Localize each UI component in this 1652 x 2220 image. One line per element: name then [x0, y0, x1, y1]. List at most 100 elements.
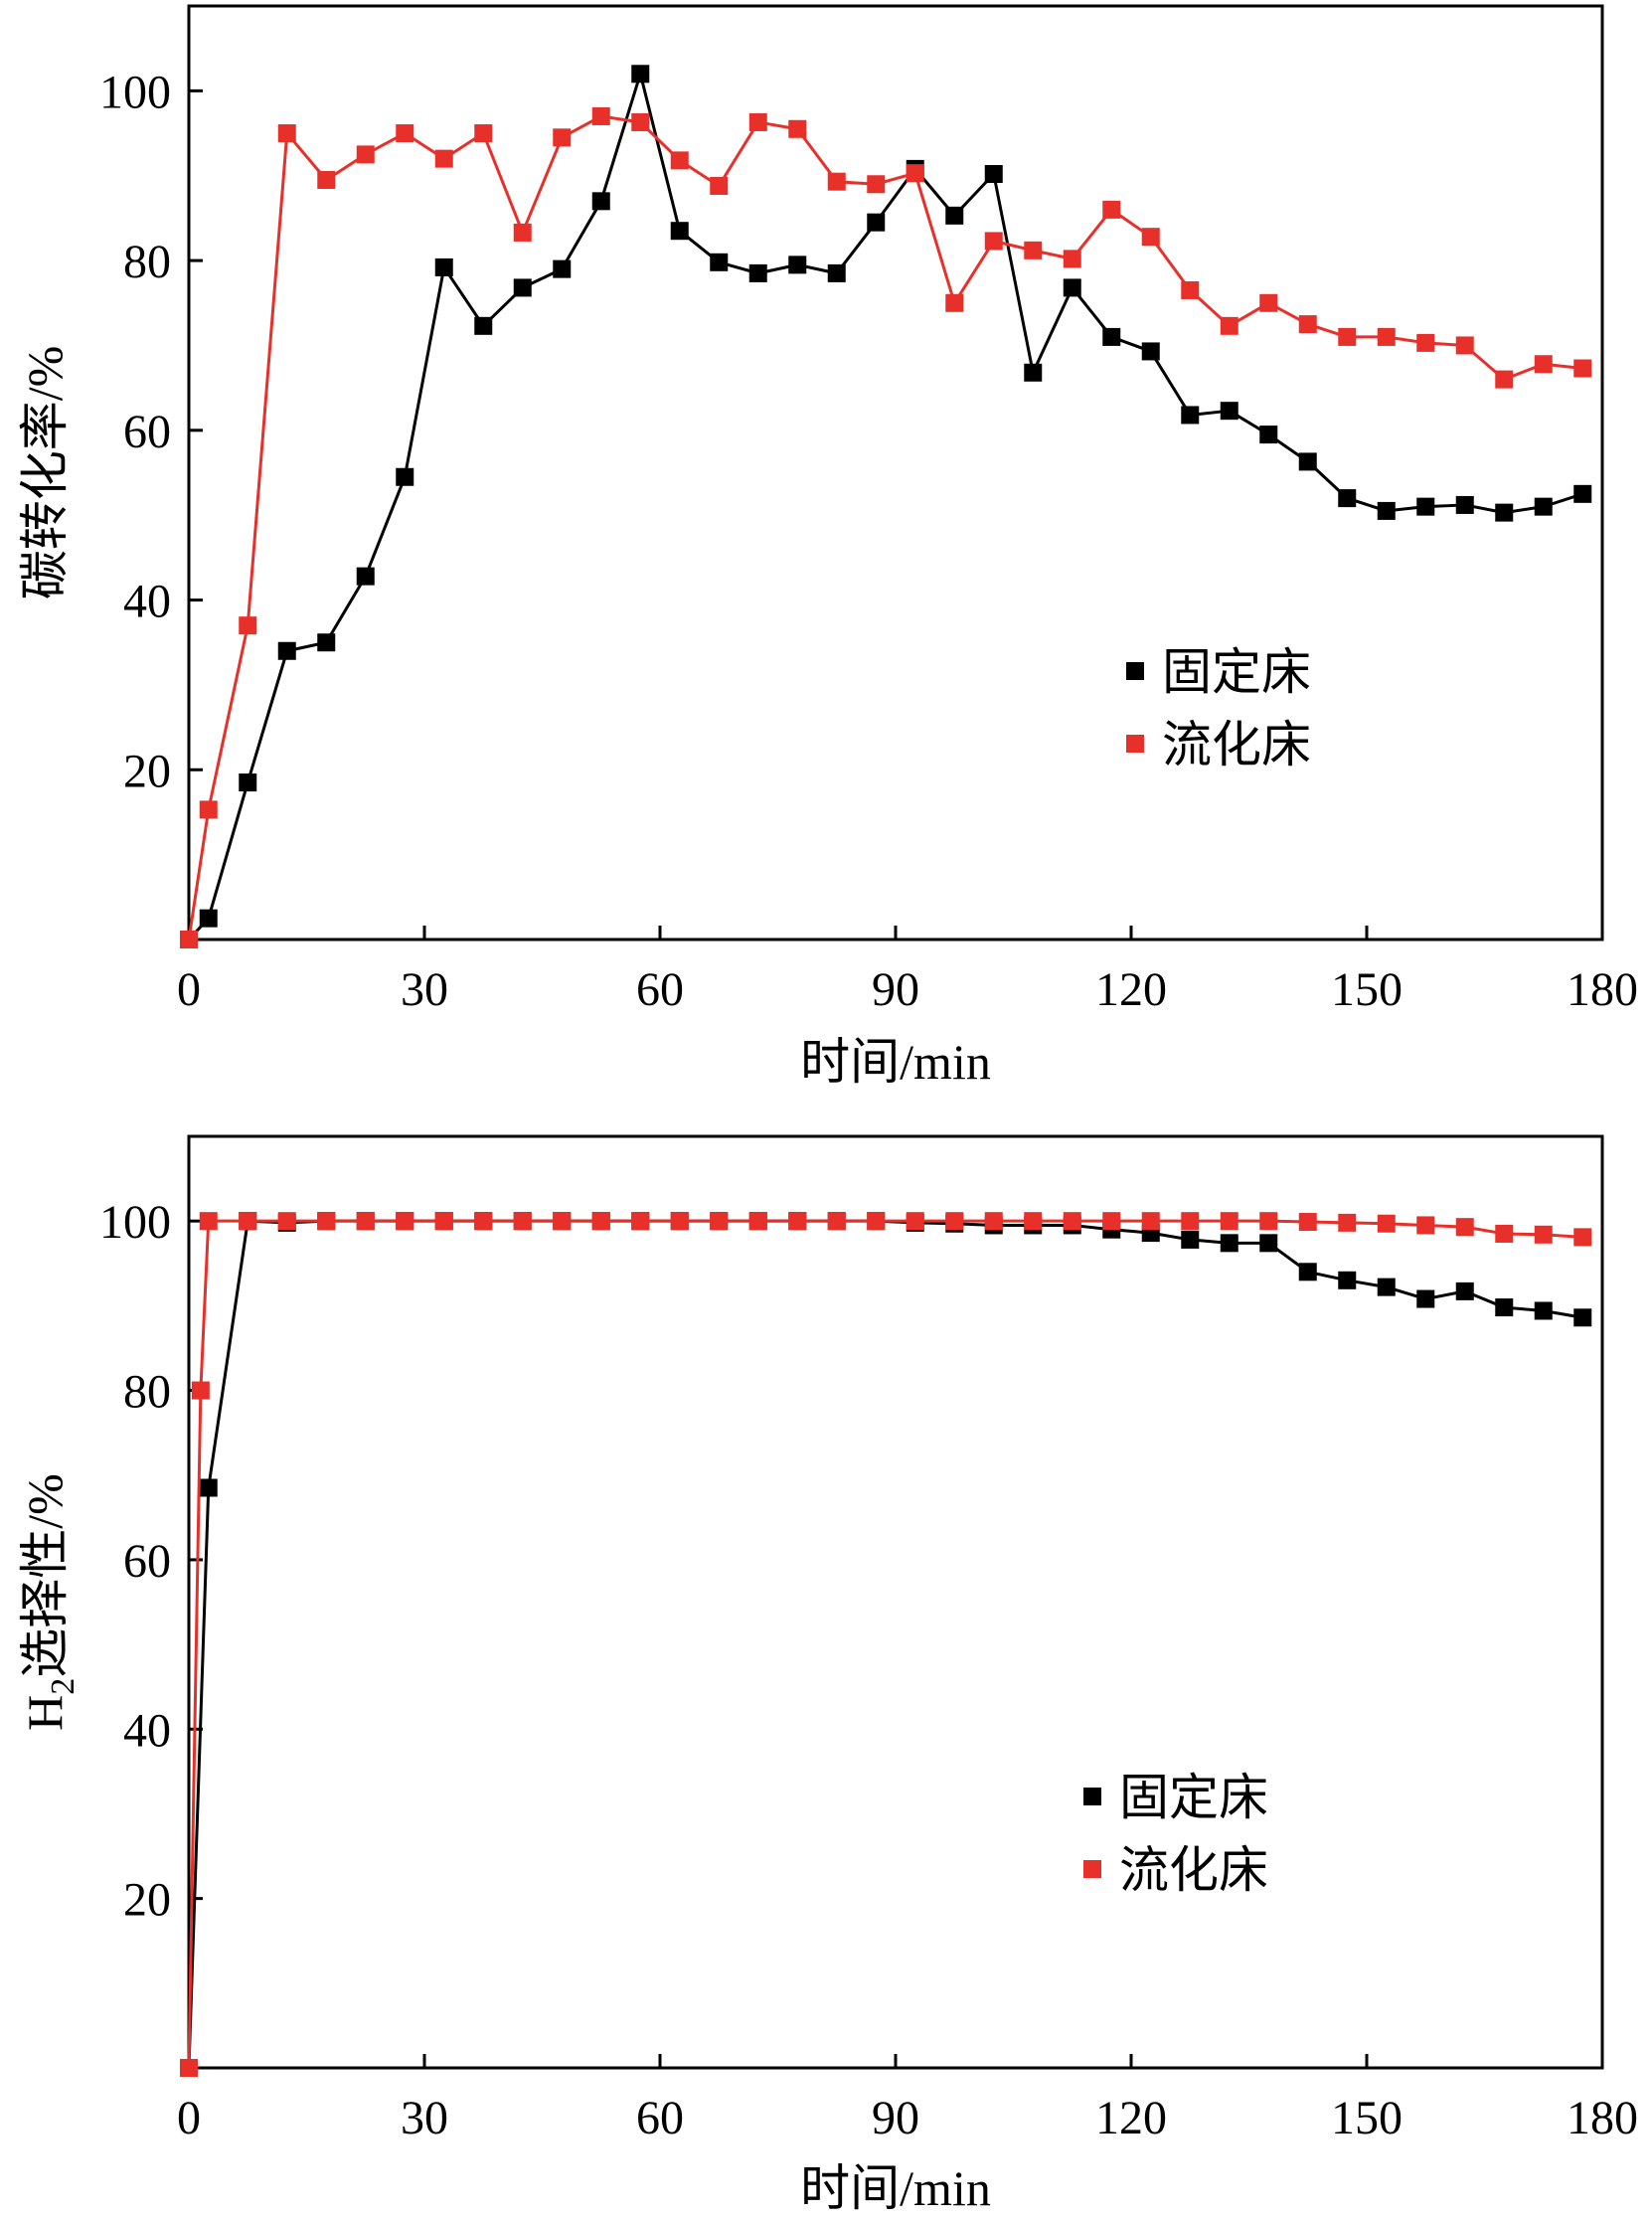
data-point [631, 65, 650, 84]
data-point [1495, 370, 1514, 389]
data-point [867, 213, 886, 232]
x-tick-label: 150 [1331, 963, 1403, 1016]
legend-marker [1126, 735, 1144, 753]
data-point [1573, 1228, 1592, 1247]
data-point [199, 1478, 218, 1497]
x-tick-label: 180 [1567, 2092, 1638, 2144]
series-fluidized-bed [180, 1212, 1592, 2077]
legend-label: 固定床 [1119, 1770, 1268, 1825]
data-point [1298, 315, 1317, 334]
data-point [1181, 1212, 1200, 1231]
y-axis-title-main: H [17, 1695, 73, 1731]
data-point [434, 1212, 453, 1231]
data-point [748, 112, 767, 131]
data-point [984, 1212, 1003, 1231]
data-point [1495, 1224, 1514, 1243]
data-point [199, 800, 218, 819]
data-point [1573, 484, 1592, 503]
x-tick-label: 150 [1331, 2092, 1403, 2144]
data-point [1534, 355, 1553, 374]
y-tick-label: 60 [123, 406, 171, 458]
x-axis-title: 时间/min [800, 2160, 991, 2216]
data-point [1534, 1301, 1553, 1320]
data-point [827, 263, 846, 282]
data-point [1063, 278, 1081, 297]
data-point [710, 1212, 729, 1231]
data-point [945, 293, 964, 312]
data-point [1416, 497, 1435, 516]
data-point [474, 124, 493, 143]
data-point [199, 1212, 218, 1231]
data-point [191, 1381, 210, 1400]
data-point [748, 1212, 767, 1231]
data-point [827, 1212, 846, 1231]
x-tick-label: 90 [872, 2092, 919, 2144]
data-point [1220, 402, 1239, 421]
x-axis-title: 时间/min [800, 1034, 991, 1090]
data-point [945, 206, 964, 225]
data-point [513, 223, 532, 242]
data-point [670, 151, 689, 170]
data-point [396, 1212, 414, 1231]
data-point [984, 232, 1003, 251]
y-tick-label: 80 [123, 236, 171, 288]
data-point [1102, 327, 1121, 346]
data-point [317, 170, 336, 189]
y-axis-title-subscript: 2 [45, 1678, 82, 1695]
data-point [1455, 1218, 1474, 1237]
x-tick-label: 60 [636, 2092, 684, 2144]
data-point [356, 567, 375, 586]
data-point [239, 616, 257, 635]
data-point [867, 175, 886, 194]
legend-label: 流化床 [1162, 717, 1311, 772]
chart-h2-selectivity: 0 30 60 90 120 150 180 20 40 60 80 100 时间/min H2选择性/%… [17, 1134, 1638, 2216]
data-point [1181, 1230, 1200, 1249]
series-fluidized-bed [180, 106, 1592, 948]
data-point [591, 106, 610, 125]
data-point [1416, 1216, 1435, 1235]
data-point [239, 773, 257, 792]
data-point [553, 259, 572, 278]
data-point [1024, 363, 1043, 382]
data-point [317, 1212, 336, 1231]
data-point [239, 1212, 257, 1231]
data-point [199, 909, 218, 928]
legend-marker [1126, 662, 1144, 680]
data-point [670, 1212, 689, 1231]
data-point [474, 1212, 493, 1231]
y-tick-label: 100 [99, 66, 171, 118]
data-point [710, 253, 729, 271]
series-line [187, 1219, 1583, 2069]
data-point [1181, 280, 1200, 299]
data-point [1534, 1225, 1553, 1244]
data-point [1141, 342, 1160, 361]
data-point [434, 257, 453, 276]
data-point [1573, 1308, 1592, 1327]
y-axis-title-rest: 选择性/% [17, 1473, 73, 1678]
y-tick-label: 40 [123, 576, 171, 628]
data-point [1377, 1214, 1396, 1233]
x-tick-label: 120 [1095, 2092, 1167, 2144]
data-point [1141, 1212, 1160, 1231]
data-point [1573, 359, 1592, 378]
data-point [1259, 1212, 1278, 1231]
data-point [906, 1212, 924, 1231]
data-point [867, 1212, 886, 1231]
data-point [906, 164, 924, 183]
data-point [1063, 250, 1081, 268]
y-tick-label: 80 [123, 1366, 171, 1419]
data-point [1495, 1298, 1514, 1317]
data-point [710, 176, 729, 195]
data-point [748, 263, 767, 282]
series-line [187, 1219, 1583, 2069]
data-point [1338, 1271, 1357, 1289]
chart-carbon-conversion: 0 30 60 90 120 150 180 20 40 60 80 100 时间/min 碳转化率/% 固… [17, 4, 1638, 1090]
data-point [1259, 426, 1278, 444]
data-point [1259, 1234, 1278, 1253]
data-point [1024, 1212, 1043, 1231]
data-point [1534, 497, 1553, 516]
data-point [631, 1212, 650, 1231]
